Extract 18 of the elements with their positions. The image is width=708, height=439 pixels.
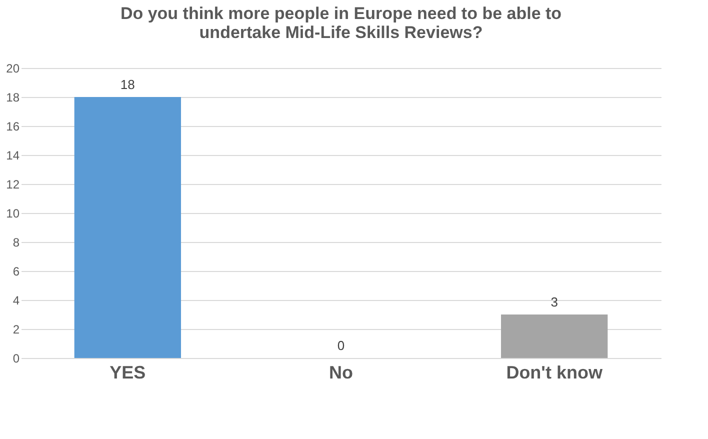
y-tick-label: 0 bbox=[12, 352, 20, 366]
x-tick-label: YES bbox=[110, 362, 146, 382]
y-tick-label: 20 bbox=[6, 62, 20, 76]
y-tick-label: 12 bbox=[6, 178, 20, 192]
y-tick-label: 2 bbox=[12, 322, 20, 336]
data-label: 3 bbox=[550, 294, 558, 310]
y-tick-label: 14 bbox=[6, 148, 20, 162]
data-label: 0 bbox=[337, 338, 345, 353]
y-tick-label: 18 bbox=[6, 90, 20, 104]
x-tick-label: No bbox=[329, 362, 353, 382]
y-tick-label: 16 bbox=[6, 120, 20, 134]
y-tick-label: 4 bbox=[12, 294, 20, 308]
y-tick-label: 8 bbox=[12, 236, 20, 250]
chart-title: Do you think more people in Europe need to be able to undertake Mid-Life Skills Reviews? bbox=[120, 4, 562, 42]
data-label: 18 bbox=[120, 77, 135, 92]
y-tick-label: 6 bbox=[12, 264, 20, 278]
y-tick-label: 10 bbox=[6, 206, 20, 220]
x-tick-label: Don't know bbox=[506, 362, 604, 382]
